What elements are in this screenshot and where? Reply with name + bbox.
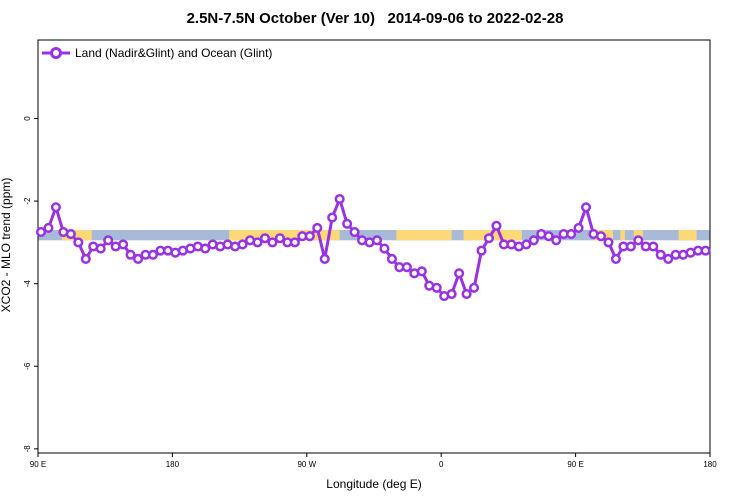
data-point <box>50 202 61 213</box>
data-point <box>118 239 129 250</box>
land-band-segment <box>633 229 643 241</box>
series-line <box>40 197 706 298</box>
y-axis-label: XCO2 - MLO trend (ppm) <box>0 178 13 313</box>
land-band-segment <box>620 229 625 241</box>
data-point <box>319 253 330 264</box>
data-point <box>386 253 397 264</box>
data-point <box>521 239 532 250</box>
y-tick-label: 0 <box>23 116 32 121</box>
data-point <box>95 243 106 254</box>
data-point <box>289 237 300 248</box>
data-point <box>274 233 285 244</box>
data-point <box>147 249 159 260</box>
data-point <box>663 253 674 264</box>
data-point <box>610 253 621 264</box>
y-axis: 0 -2 -4 -6 -8 <box>23 116 38 453</box>
y-tick-label: -8 <box>23 445 32 453</box>
x-tick-label: 90 E <box>30 460 46 469</box>
legend-marker-swatch <box>50 47 62 59</box>
data-point <box>401 262 412 273</box>
data-point <box>334 193 345 205</box>
data-point <box>446 288 457 300</box>
data-point <box>700 245 711 256</box>
data-point <box>379 243 390 254</box>
data-point <box>431 282 442 293</box>
legend: Land (Nadir&Glint) and Ocean (Glint) <box>42 46 272 60</box>
x-axis-label: Longitude (deg E) <box>326 477 421 491</box>
data-point <box>454 268 465 279</box>
data-point <box>80 253 91 264</box>
data-point <box>125 249 136 260</box>
y-tick-label: -4 <box>23 280 32 288</box>
data-point <box>603 237 614 248</box>
data-point <box>633 235 644 246</box>
data-point <box>237 239 248 250</box>
data-point <box>133 253 144 264</box>
data-point <box>103 235 114 246</box>
data-point <box>566 229 577 240</box>
x-tick-label: 180 <box>703 460 717 469</box>
data-point <box>581 202 592 213</box>
data-point <box>483 233 495 244</box>
data-point <box>595 231 607 242</box>
x-tick-label: 0 <box>439 460 444 469</box>
data-point <box>528 235 539 246</box>
data-point <box>304 231 315 242</box>
x-axis: 90 E 180 90 W 0 90 E 180 <box>30 453 717 469</box>
data-point <box>655 249 666 260</box>
data-point <box>252 237 263 248</box>
data-point <box>371 235 383 246</box>
y-tick-label: -6 <box>23 362 32 370</box>
data-point <box>327 212 338 223</box>
series-polyline <box>40 197 706 298</box>
data-point <box>267 237 278 248</box>
data-point <box>469 282 480 293</box>
data-point <box>65 229 76 240</box>
data-point <box>461 288 472 300</box>
y-tick-label: -2 <box>23 197 32 205</box>
data-point <box>625 241 636 252</box>
land-band-segment <box>229 229 340 241</box>
data-point <box>543 231 554 242</box>
data-point <box>476 245 487 256</box>
land-band-segment <box>61 229 92 241</box>
series-points <box>35 193 711 302</box>
data-point <box>416 266 427 277</box>
data-point <box>349 226 360 238</box>
data-point <box>312 222 323 233</box>
chart-title: 2.5N-7.5N October (Ver 10) 2014-09-06 to… <box>186 10 564 27</box>
land-band-segment <box>396 229 452 241</box>
plot-frame <box>37 39 711 454</box>
x-tick-label: 180 <box>166 460 180 469</box>
data-point <box>200 243 211 254</box>
x-tick-label: 90 W <box>297 460 316 469</box>
data-point <box>648 241 659 252</box>
data-point <box>43 222 54 233</box>
data-point <box>551 235 562 246</box>
data-point <box>491 220 502 231</box>
x-tick-label: 90 E <box>567 460 583 469</box>
data-point <box>573 222 584 233</box>
data-point <box>35 226 47 238</box>
data-point <box>73 237 84 248</box>
land-band-segment <box>678 229 697 241</box>
data-point <box>259 233 271 244</box>
data-point <box>342 218 353 229</box>
legend-label: Land (Nadir&Glint) and Ocean (Glint) <box>75 46 272 60</box>
ocean-band <box>38 229 710 241</box>
